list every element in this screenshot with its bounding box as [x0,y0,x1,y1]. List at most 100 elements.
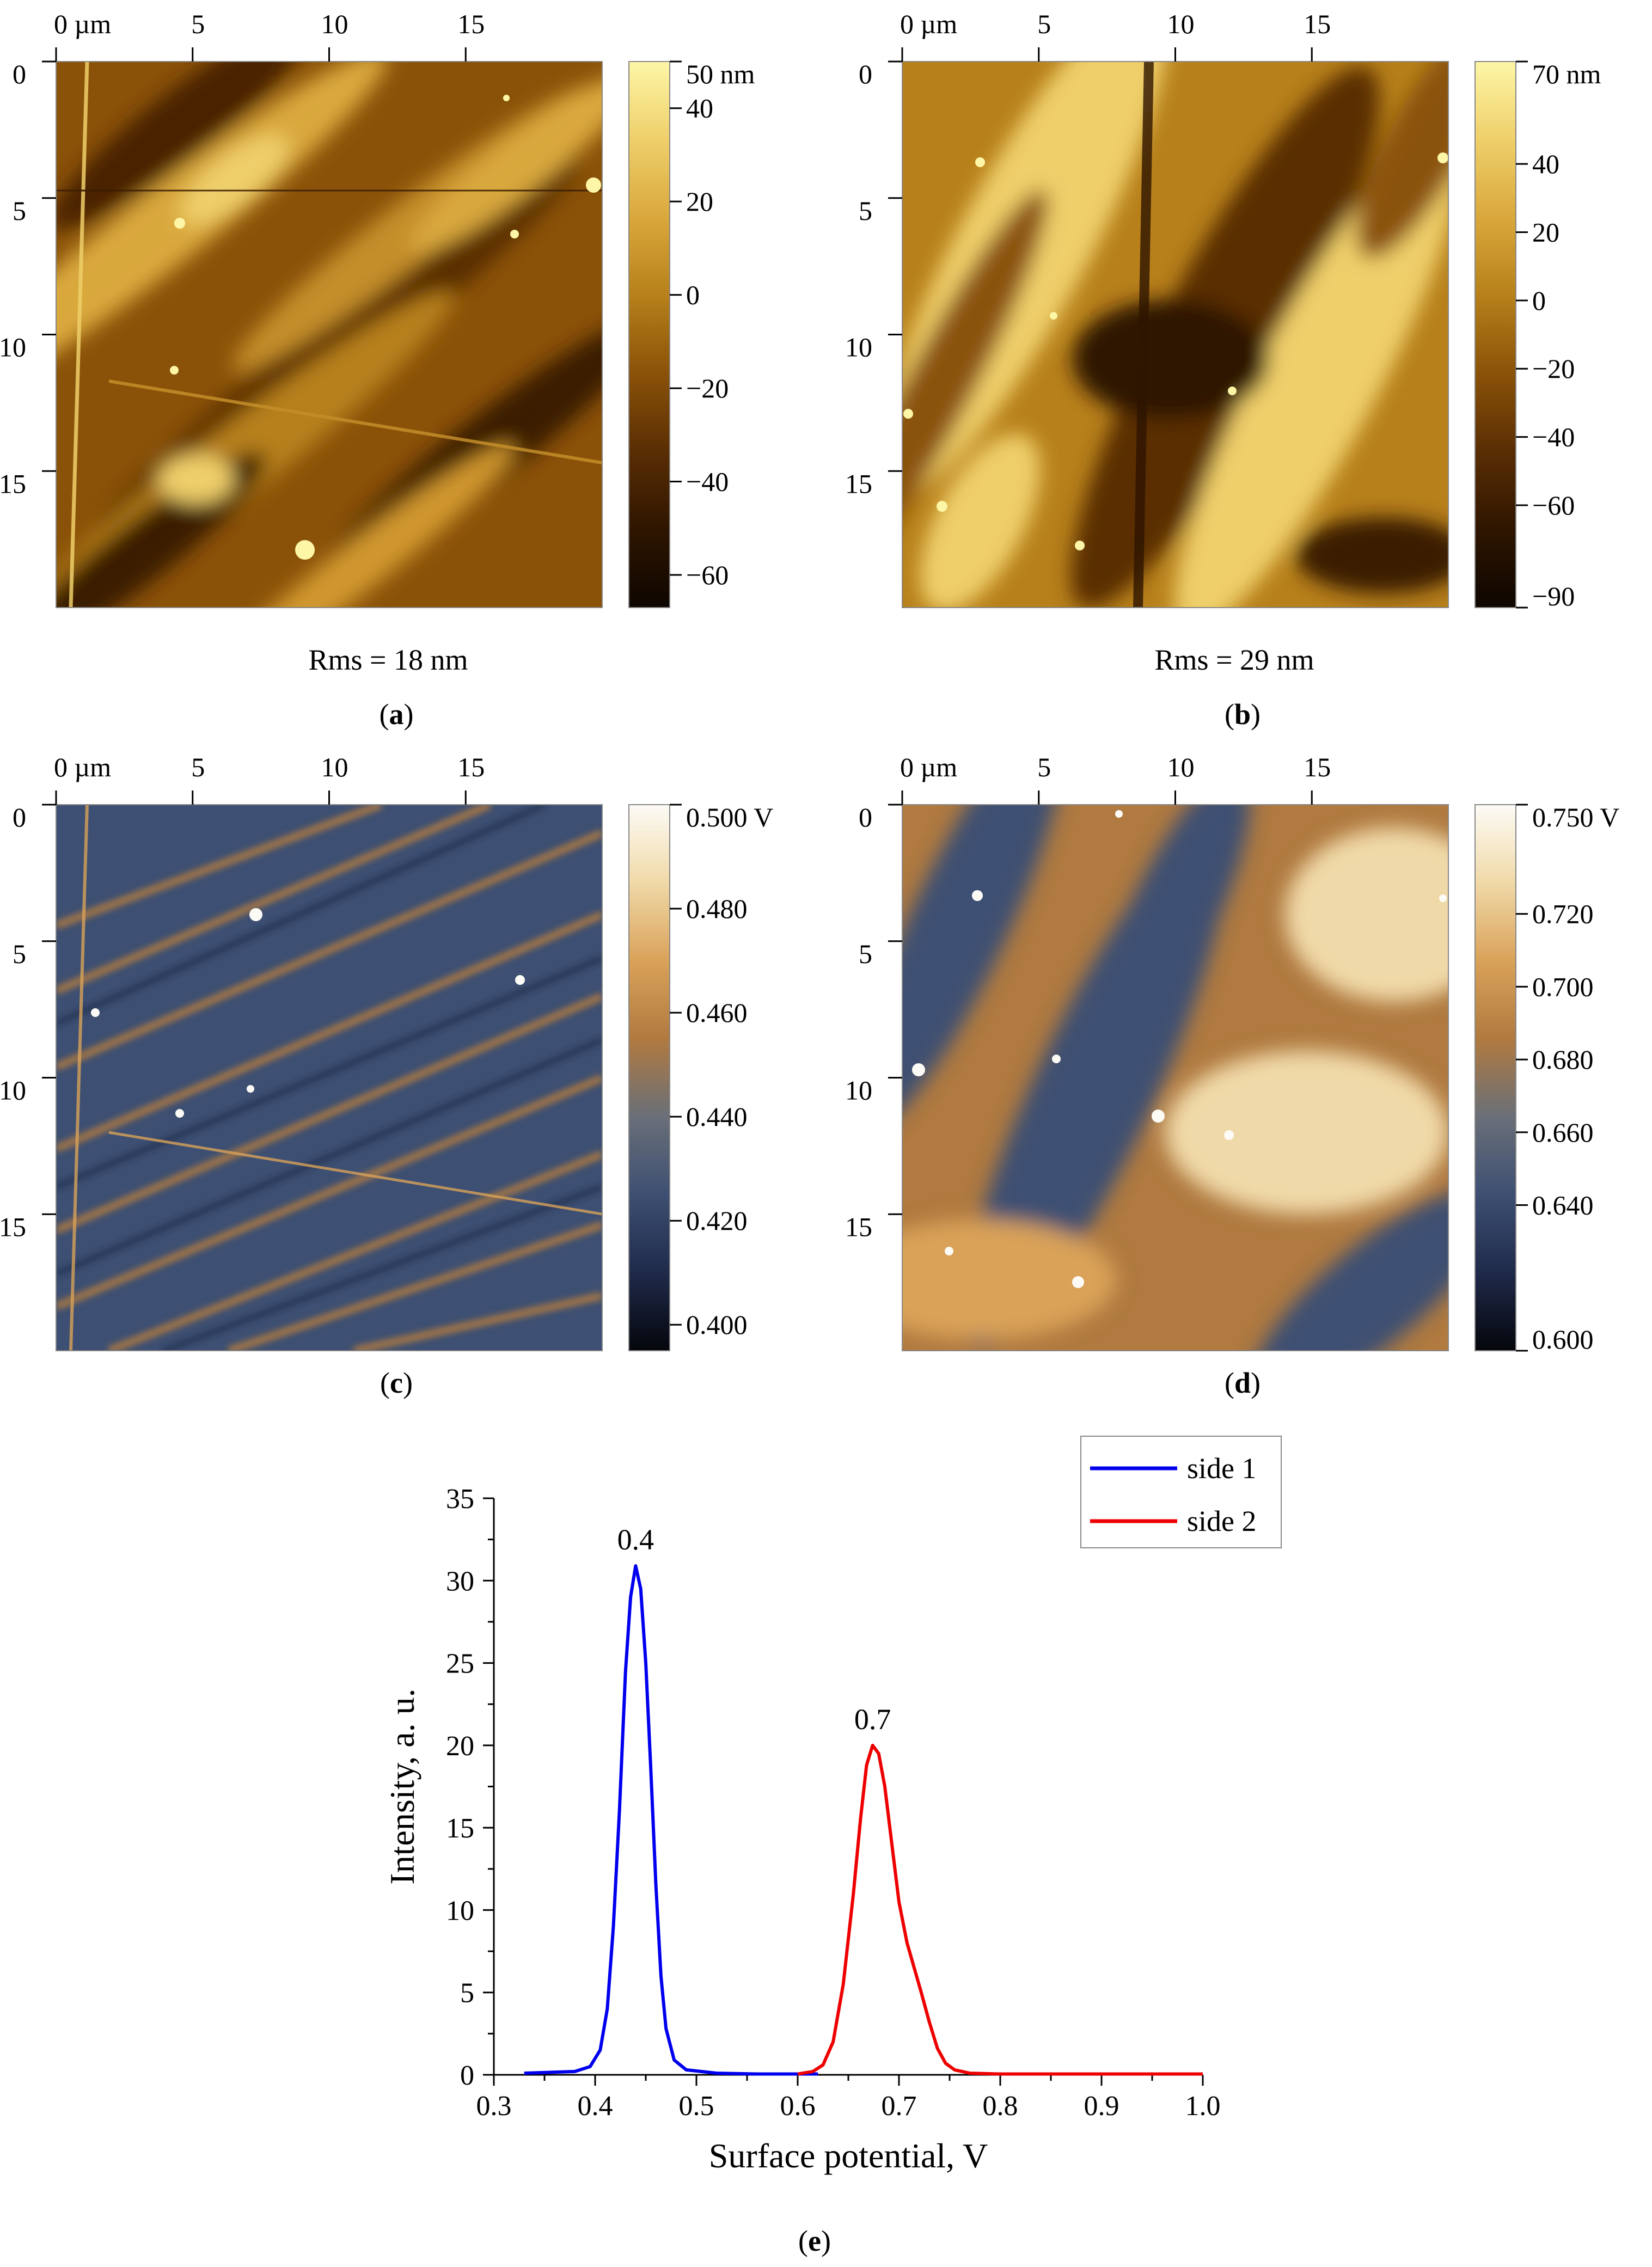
colorbar-label: 20 [1532,217,1559,247]
y-tick-label: 10 [0,1075,26,1106]
colorbar-gradient [628,804,670,1351]
y-tick-label: 10 [0,332,26,363]
x-tick-label: 15 [1304,9,1331,39]
x-tick-label: 10 [321,752,348,782]
y-tick-label: 0 [859,802,872,832]
chart-x-label: Surface potential, V [709,2136,988,2175]
panel-b-colorbar: 70 nm 40 20 0 −20 −40 −60 −90 [1474,59,1601,611]
panel-c-particles [91,908,525,1118]
y-tick-label: 15 [0,1211,26,1242]
x-tick-label: 5 [191,752,205,782]
colorbar-label: −90 [1532,581,1575,611]
colorbar-label: 40 [1532,149,1559,179]
panel-c-colorbar: 0.500 V 0.480 0.460 0.440 0.420 0.400 [628,802,773,1351]
x-tick-label: 5 [1037,752,1051,782]
panel-b-caption: (b) [1225,698,1261,731]
panel-c-image [56,805,602,1351]
peak-annotation: 0.7 [854,1703,891,1736]
colorbar-gradient [628,61,670,608]
chart-y-label: Intensity, a. u. [383,1688,421,1884]
y-tick-label: 10 [845,1075,872,1106]
chart-x-tick-label: 0.3 [476,2091,512,2122]
panel-d-particles [912,810,1447,1288]
x-tick-label: 5 [191,9,205,39]
chart-x-tick-label: 0.7 [882,2091,917,2122]
peak-annotation: 0.4 [617,1523,654,1556]
panel-d-image [902,805,1448,1351]
series-line-side-2 [797,1743,1203,2076]
panel-a-axes: 0 µm 5 10 15 0 5 10 15 [0,9,485,499]
colorbar-label: 0 [686,280,700,310]
chart-x-tick-label: 1.0 [1185,2091,1221,2122]
colorbar-label: −20 [1532,353,1575,384]
y-tick-label: 0 [13,802,26,832]
chart-y-tick-label: 10 [446,1895,474,1926]
colorbar-label: 0.680 [1532,1044,1594,1075]
panel-d-axes: 0 µm 5 10 15 0 5 10 15 [845,752,1331,1242]
chart-x-tick-label: 0.8 [983,2091,1018,2122]
legend-label: side 1 [1187,1452,1257,1485]
x-tick-label: 0 µm [54,752,111,782]
colorbar-label: 50 nm [686,59,755,89]
chart-x-tick-label: 0.6 [780,2091,816,2122]
colorbar-label: 0.420 [686,1205,748,1236]
x-tick-label: 10 [1167,9,1195,39]
y-tick-label: 5 [13,939,26,969]
y-tick-label: 0 [859,59,872,89]
colorbar-label: 70 nm [1532,59,1601,89]
chart-y-tick-label: 15 [446,1813,474,1844]
panel-b-particles [903,152,1448,550]
colorbar-gradient [1474,61,1516,608]
colorbar-label: 0.750 V [1532,802,1619,832]
colorbar-label: 0.720 [1532,899,1594,929]
colorbar-label: 0.500 V [686,802,773,832]
x-tick-label: 5 [1037,9,1051,39]
panel-b: 0 µm 5 10 15 0 5 10 15 70 nm 40 20 0 −20 −40 −60 −90 R… [845,9,1601,731]
panel-a-caption: (a) [380,698,414,731]
y-tick-label: 5 [859,195,872,226]
panel-d-colorbar: 0.750 V 0.720 0.700 0.680 0.660 0.640 0.600 [1474,802,1619,1355]
chart-y-tick-label: 0 [460,2060,474,2091]
y-tick-label: 15 [845,1211,872,1242]
panel-a-image [56,62,602,608]
y-tick-label: 15 [0,468,26,499]
colorbar-label: 0.460 [686,997,748,1028]
colorbar-label: −40 [1532,422,1575,452]
x-tick-label: 0 µm [900,9,957,39]
colorbar-label: 0 [1532,285,1546,316]
panel-c-caption: (c) [380,1367,413,1399]
x-tick-label: 15 [457,752,485,782]
panel-e-caption: (e) [798,2225,831,2257]
colorbar-label: 40 [686,93,713,124]
colorbar-label: 20 [686,186,713,217]
x-tick-label: 0 µm [54,9,111,39]
chart-y-tick-label: 5 [460,1978,474,2009]
y-tick-label: 5 [859,939,872,969]
y-tick-label: 5 [13,195,26,226]
panel-a-rms: Rms = 18 nm [309,644,468,676]
colorbar-label: 0.440 [686,1101,748,1132]
legend-box [1080,1436,1282,1548]
panel-d-caption: (d) [1225,1367,1261,1399]
x-tick-label: 0 µm [900,752,957,782]
colorbar-label: −20 [686,373,729,403]
chart-y-tick-label: 20 [446,1731,474,1762]
colorbar-label: 0.600 [1532,1324,1594,1355]
colorbar-label: −40 [686,467,729,497]
panel-b-rms: Rms = 29 nm [1155,644,1314,676]
chart-legend: side 1 side 2 [1080,1436,1282,1548]
panel-b-axes: 0 µm 5 10 15 0 5 10 15 [845,9,1331,499]
panel-a: 0 µm 5 10 15 0 5 10 15 50 nm 40 20 0 −20 −40 −60 Rms … [0,9,755,731]
colorbar-gradient [1474,804,1516,1351]
colorbar-label: 0.400 [686,1309,748,1340]
x-tick-label: 15 [1304,752,1331,782]
legend-label: side 2 [1187,1505,1257,1537]
colorbar-label: 0.480 [686,893,748,924]
panel-a-colorbar: 50 nm 40 20 0 −20 −40 −60 [628,59,755,608]
y-tick-label: 10 [845,332,872,363]
y-tick-label: 15 [845,468,872,499]
chart-x-tick-label: 0.5 [679,2091,714,2122]
